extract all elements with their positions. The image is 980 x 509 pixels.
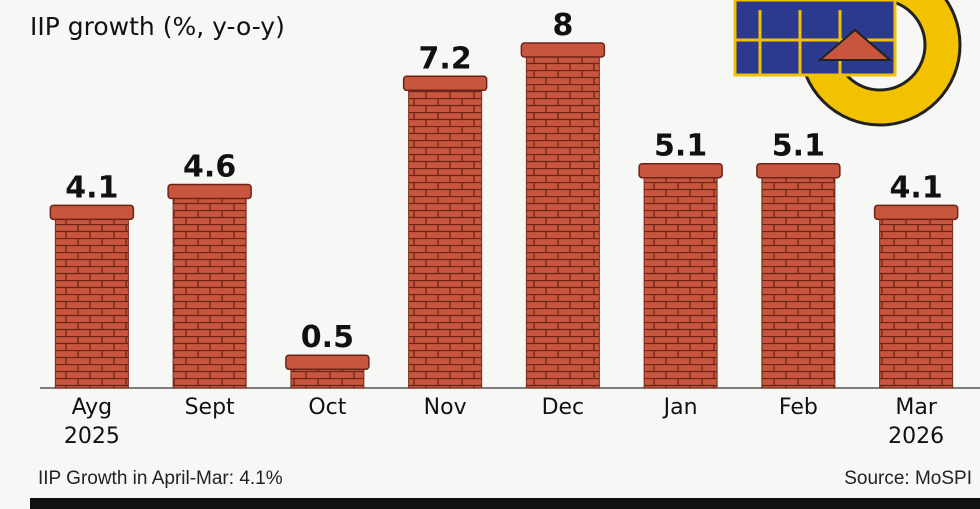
bar xyxy=(526,55,599,388)
value-label: 8 xyxy=(552,8,573,43)
chimney-cap xyxy=(757,164,840,178)
x-tick-label: Feb xyxy=(743,393,853,422)
x-tick-label: Sept xyxy=(155,393,265,422)
x-tick-label: Nov xyxy=(390,393,500,422)
chimney-cap xyxy=(639,164,722,178)
chart: 4.1 4.6 0.5 7.2 8 5.1 5.1 4.1 IIP growth (%, y-… xyxy=(0,0,980,509)
bar xyxy=(55,217,128,388)
x-tick-label: Ayg 2025 xyxy=(37,393,147,451)
bar xyxy=(291,367,364,388)
value-label: 5.1 xyxy=(772,129,825,164)
factory-illustration xyxy=(735,0,960,125)
bar xyxy=(409,88,482,388)
value-label: 5.1 xyxy=(654,129,707,164)
bar xyxy=(880,217,953,388)
bar xyxy=(644,176,717,388)
chimney-cap xyxy=(50,205,133,219)
value-label: 0.5 xyxy=(301,320,354,355)
value-label: 4.6 xyxy=(183,150,236,185)
value-label: 4.1 xyxy=(65,170,118,205)
chart-title: IIP growth (%, y-o-y) xyxy=(30,12,285,41)
bar xyxy=(173,197,246,388)
x-tick-label: Dec xyxy=(508,393,618,422)
x-tick-label: Jan xyxy=(626,393,736,422)
bar xyxy=(762,176,835,388)
chimney-cap xyxy=(875,205,958,219)
value-label: 4.1 xyxy=(890,170,943,205)
chimney-cap xyxy=(404,76,487,90)
footer-bar xyxy=(30,498,980,509)
x-tick-label: Mar 2026 xyxy=(861,393,971,451)
chimney-cap xyxy=(168,185,251,199)
chimney-cap xyxy=(521,43,604,57)
chimney-cap xyxy=(286,355,369,369)
note: IIP Growth in April-Mar: 4.1% xyxy=(38,468,283,490)
x-tick-label: Oct xyxy=(272,393,382,422)
source: Source: MoSPI xyxy=(844,468,972,490)
chart-canvas: 4.1 4.6 0.5 7.2 8 5.1 5.1 4.1 xyxy=(0,0,980,509)
value-label: 7.2 xyxy=(419,41,472,76)
